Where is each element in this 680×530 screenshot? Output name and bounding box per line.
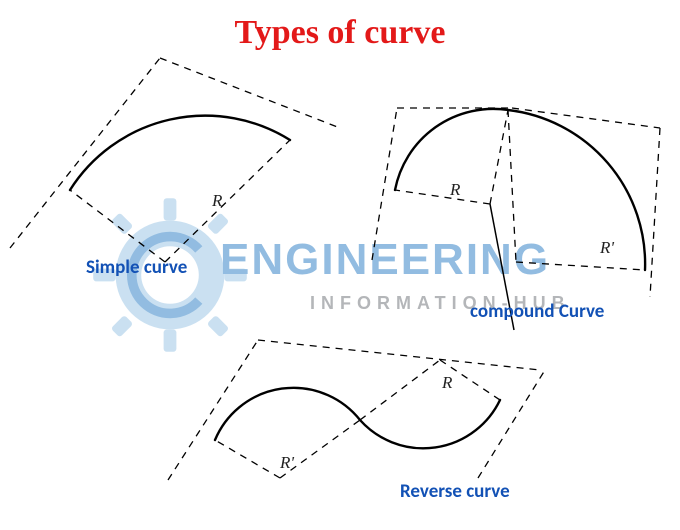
simple-r-label: R <box>211 191 223 210</box>
reverse-radius-1 <box>215 440 280 478</box>
reverse-arc-2 <box>360 400 500 448</box>
compound-arc-2 <box>508 110 645 270</box>
compound-tangent-1 <box>372 108 397 260</box>
simple-radius-2 <box>165 140 290 262</box>
reverse-r1-label: R' <box>279 453 294 472</box>
simple-caption: Simple curve <box>86 256 187 279</box>
compound-arc-1 <box>395 109 508 190</box>
reverse-radius-3 <box>360 360 440 420</box>
reverse-curve-group: R' R <box>168 340 545 480</box>
compound-curve-group: R R' <box>372 108 660 330</box>
reverse-tangent-1 <box>168 340 258 480</box>
compound-r1-label: R <box>449 180 461 199</box>
simple-curve-group: R <box>10 58 340 262</box>
compound-tangent-4 <box>650 128 660 297</box>
compound-radius-4 <box>516 262 645 270</box>
simple-radius-1 <box>70 190 165 262</box>
figure-canvas: ENGINEERING INFORMATION-HUB Types of cur… <box>0 0 680 530</box>
reverse-arc-1 <box>215 388 360 440</box>
simple-arc <box>70 116 290 190</box>
compound-r2-label: R' <box>599 238 614 257</box>
reverse-tangent-3 <box>478 370 545 478</box>
compound-radius-3 <box>508 110 516 262</box>
compound-radius-1 <box>395 190 490 204</box>
compound-tangent-3 <box>512 108 660 128</box>
reverse-tangent-2 <box>258 340 540 370</box>
compound-caption: compound Curve <box>470 300 604 323</box>
reverse-r2-label: R <box>441 373 453 392</box>
reverse-caption: Reverse curve <box>400 480 510 503</box>
simple-tangent-1 <box>10 58 160 248</box>
compound-radius-2 <box>490 110 508 204</box>
